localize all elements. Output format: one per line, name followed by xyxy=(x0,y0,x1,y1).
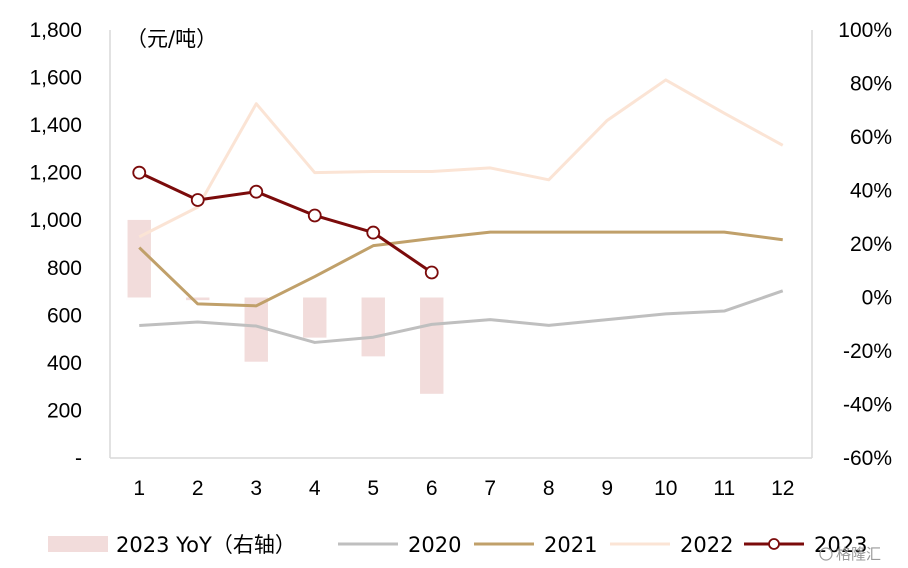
yoy-bar xyxy=(420,297,444,394)
unit-label: （元/吨） xyxy=(126,27,217,51)
right-tick-label: 20% xyxy=(850,233,892,256)
x-tick-labels: 1 2 3 4 5 6 7 8 9 10 11 12 xyxy=(133,477,794,500)
x-tick-label: 5 xyxy=(367,477,379,500)
legend-label: 2023 xyxy=(814,533,867,557)
left-tick-label: 200 xyxy=(47,399,82,422)
left-tick-label: 1,800 xyxy=(29,19,82,42)
left-tick-labels: - 200 400 600 800 1,000 1,200 1,400 1,600 1,800 xyxy=(29,19,82,470)
series-marker xyxy=(190,193,205,207)
left-tick-label: 1,600 xyxy=(29,67,82,90)
series-marker xyxy=(366,225,381,240)
right-tick-label: 100% xyxy=(838,19,892,42)
x-tick-label: 12 xyxy=(771,477,794,500)
x-tick-label: 4 xyxy=(309,477,321,500)
yoy-bar xyxy=(244,297,268,362)
x-tick-label: 3 xyxy=(250,477,262,500)
series-marker xyxy=(307,208,322,223)
right-tick-label: -20% xyxy=(843,340,892,363)
x-tick-label: 8 xyxy=(543,477,555,500)
right-tick-labels: -60% -40% -20% 0% 20% 40% 60% 80% 100% xyxy=(838,19,892,470)
right-tick-label: 0% xyxy=(862,287,892,310)
axes xyxy=(109,30,813,459)
x-tick-label: 9 xyxy=(601,477,613,500)
series-line-2023 xyxy=(138,171,433,274)
watermark-text: 格隆汇 xyxy=(836,545,881,563)
x-tick-label: 2 xyxy=(192,477,204,500)
left-tick-label: 400 xyxy=(47,352,82,375)
yoy-bar xyxy=(303,297,327,338)
right-tick-label: -60% xyxy=(843,447,892,470)
yoy-bar xyxy=(361,297,385,357)
legend-label: 2023 YoY（右轴） xyxy=(116,533,296,557)
legend-marker xyxy=(768,538,780,550)
x-tick-label: 1 xyxy=(133,477,145,500)
yoy-bar xyxy=(127,219,151,298)
right-tick-label: 80% xyxy=(850,73,892,96)
watermark-logo-icon xyxy=(819,547,833,561)
x-tick-label: 11 xyxy=(713,477,735,500)
yoy-bar xyxy=(186,297,210,301)
series-line-2020 xyxy=(139,289,784,344)
right-tick-label: 40% xyxy=(850,180,892,203)
series-marker xyxy=(132,165,147,180)
series-line-2022 xyxy=(138,78,784,239)
left-tick-label: 600 xyxy=(47,304,82,327)
left-tick-label: - xyxy=(75,447,82,470)
right-tick-label: 60% xyxy=(850,126,892,149)
left-tick-label: 1,000 xyxy=(29,209,82,232)
x-tick-label: 10 xyxy=(654,477,677,500)
series-lines xyxy=(132,78,784,344)
legend-label: 2020 xyxy=(408,533,461,557)
x-tick-label: 6 xyxy=(426,477,438,500)
left-tick-label: 1,200 xyxy=(29,162,82,185)
watermark: 格隆汇 xyxy=(819,545,881,563)
x-tick-label: 7 xyxy=(484,477,496,500)
yoy-bars xyxy=(127,219,444,394)
legend-label: 2021 xyxy=(544,533,597,557)
series-marker xyxy=(424,265,439,280)
series-line-2021 xyxy=(138,230,783,308)
legend-label: 2022 xyxy=(680,533,733,557)
right-tick-label: -40% xyxy=(843,394,892,417)
legend-swatch xyxy=(48,536,108,552)
legend: 2023 YoY（右轴） 2020 2021 2022 2023 xyxy=(48,533,867,557)
left-tick-label: 1,400 xyxy=(29,114,82,137)
left-tick-label: 800 xyxy=(47,257,82,280)
series-marker xyxy=(249,184,264,199)
